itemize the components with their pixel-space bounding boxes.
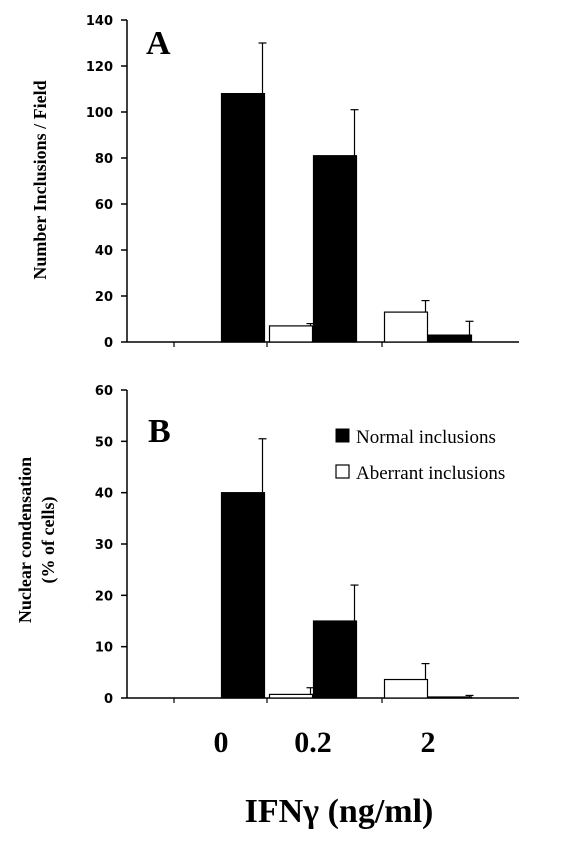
panel-b-bar-normal [427,696,473,699]
panel-a-y-tick-label: 20 [95,290,113,305]
x-category-label: 0 [214,726,229,759]
panel-b-bar-aberrant [268,693,314,699]
category-labels: 0 0.2 2 [214,726,436,759]
legend-label-normal: Normal inclusions [356,427,496,448]
panel-a-y-tick-label: 40 [95,244,113,259]
panel-b-bar-normal [220,492,266,699]
panel-a-y-axis-label: Number Inclusions / Field [30,80,50,279]
panel-a-y-tick-label: 120 [86,60,113,75]
panel-a-bar-normal [312,155,358,343]
legend-label-aberrant: Aberrant inclusions [356,463,505,484]
legend-swatch-normal [335,428,350,443]
panel-b-bar-normal [312,620,358,699]
panel-a-y-tick-label: 0 [104,336,113,351]
panel-a-plot-area: 0 20 40 60 80 100 120 140 [86,14,519,351]
legend-swatch-aberrant [335,464,350,479]
panel-a-bar-aberrant [268,325,314,343]
panel-a: A Number Inclusions / Field 0 20 40 60 80 100… [30,14,519,351]
x-axis-label: IFNγ (ng/ml) [245,793,434,830]
panel-a-letter: A [146,25,171,62]
panel-a-y-tick-label: 140 [86,14,113,29]
x-category-label: 0.2 [294,726,332,759]
panel-b-y-tick-label: 10 [95,641,113,656]
panel-b-y-tick-label: 30 [95,538,113,553]
panel-b-y-tick-label: 0 [104,692,113,707]
panel-a-y-tick-label: 100 [86,106,113,121]
x-category-label: 2 [421,726,436,759]
legend: Normal inclusions Aberrant inclusions [335,427,505,484]
panel-b: B Nuclear condensation (% of cells) 0 10 2… [15,384,519,707]
panel-a-y-tick-label: 60 [95,198,113,213]
panel-b-y-tick-label: 20 [95,589,113,604]
panel-b-y-axis-label-line1: Nuclear condensation [15,457,35,623]
panel-b-y-tick-label: 40 [95,487,113,502]
panel-b-letter: B [148,413,171,450]
panel-b-y-tick-label: 60 [95,384,113,399]
panel-a-bar-normal [220,92,266,343]
panel-a-bar-aberrant [383,311,429,343]
panel-b-plot-area: 0 10 20 30 40 50 60 [95,384,519,707]
panel-a-bar-normal [427,334,473,343]
panel-b-y-tick-label: 50 [95,435,113,450]
panel-a-y-tick-label: 80 [95,152,113,167]
panel-b-y-axis-label-line2: (% of cells) [38,497,59,584]
panel-b-bar-aberrant [383,678,429,699]
